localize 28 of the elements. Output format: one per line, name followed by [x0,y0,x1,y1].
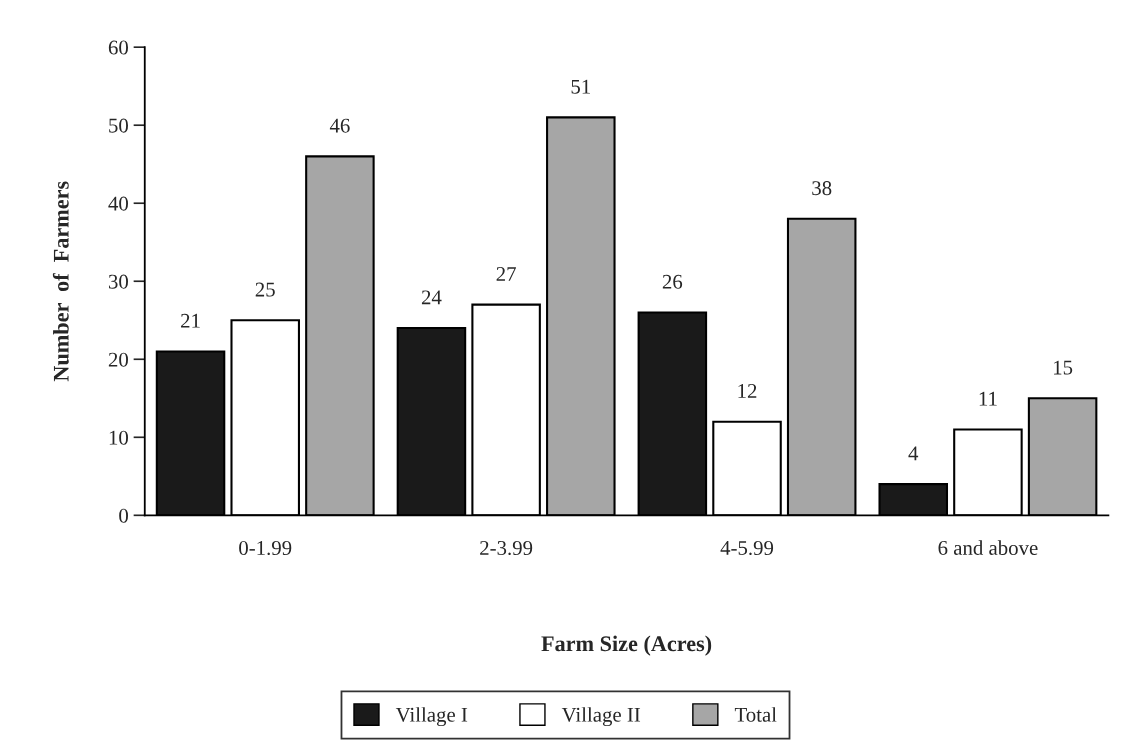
y-tick-label: 10 [109,430,128,445]
y-tick-label: 50 [109,118,128,133]
data-label: 21 [181,313,200,328]
legend-label: Village I [395,707,468,727]
data-label: 51 [571,79,590,94]
y-tick-label: 60 [108,40,128,55]
data-label: 25 [255,282,275,297]
y-tick-label: 0 [119,508,128,523]
data-label: 26 [662,274,683,289]
x-tick-label: 4-5.99 [720,540,774,556]
data-label: 12 [738,384,757,398]
y-axis-title: Number of Farmers [52,181,69,382]
y-tick-label: 20 [108,352,128,367]
legend-label: Village II [561,707,641,727]
x-tick-label: 0-1.99 [239,540,292,556]
data-label: 38 [812,181,832,196]
data-label: 27 [496,266,516,281]
data-label: 46 [329,118,350,133]
x-axis-title: Farm Size (Acres) [541,635,712,656]
y-tick-label: 40 [108,196,128,211]
legend-label: Total [734,707,777,722]
data-label: 11 [979,391,997,406]
data-label: 15 [1054,360,1073,375]
data-label: 4 [908,446,919,461]
x-tick-label: 2-3.99 [480,540,533,556]
data-label: 24 [421,290,442,305]
y-tick-label: 30 [108,274,128,289]
x-tick-label: 6 and above [938,540,1038,555]
